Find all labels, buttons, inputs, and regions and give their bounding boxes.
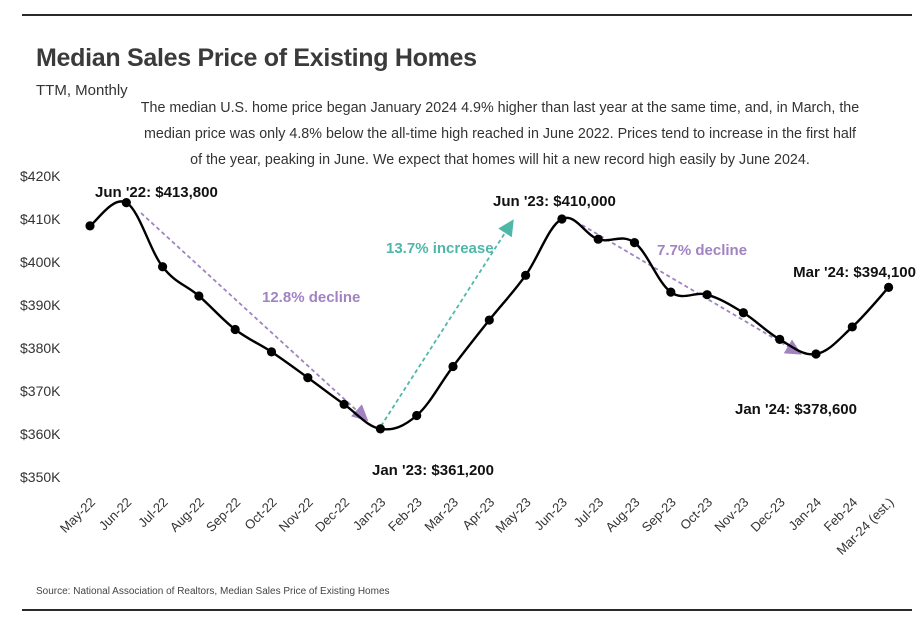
- x-tick-label: May-22: [57, 495, 98, 536]
- data-point: [557, 214, 567, 224]
- x-tick-label: Oct-23: [677, 495, 715, 533]
- data-point: [375, 424, 385, 434]
- x-tick-label: Sep-23: [639, 495, 679, 535]
- data-point: [339, 399, 349, 409]
- chart-title: Median Sales Price of Existing Homes: [36, 44, 477, 72]
- data-point: [593, 234, 603, 244]
- source-note: Source: National Association of Realtors…: [36, 586, 390, 597]
- data-point: [158, 262, 168, 272]
- chart-subtitle: TTM, Monthly: [36, 82, 128, 99]
- trend-label: 13.7% increase: [386, 240, 494, 257]
- data-point: [121, 198, 131, 208]
- x-tick-label: Nov-22: [276, 495, 316, 535]
- data-point: [629, 238, 640, 248]
- data-point: [738, 308, 749, 318]
- data-point: [230, 324, 240, 335]
- x-tick-label: Jul-22: [135, 495, 171, 531]
- x-tick-label: Feb-23: [385, 495, 425, 535]
- data-point: [884, 282, 894, 292]
- top-rule: [22, 14, 912, 16]
- data-point: [666, 287, 676, 297]
- trend-arrow-decline: [140, 212, 369, 422]
- x-tick-label: Dec-22: [312, 495, 352, 535]
- point-annotation: Jan '23: $361,200: [372, 462, 494, 479]
- y-tick-label: $370K: [20, 383, 61, 399]
- x-tick-label: Aug-23: [602, 495, 642, 535]
- x-tick-label: Mar-23: [421, 495, 461, 535]
- x-tick-label: Jul-23: [571, 495, 607, 531]
- point-annotation: Jun '22: $413,800: [95, 184, 218, 201]
- data-point: [702, 290, 712, 300]
- y-axis: $350K $360K $370K $380K $390K $400K $410K $420K: [20, 168, 61, 485]
- chart-description: The median U.S. home price began January…: [140, 100, 860, 168]
- trend-label: 12.8% decline: [262, 289, 360, 306]
- trend-arrows: 12.8% decline 13.7% increase 7.7% decline: [140, 212, 802, 427]
- y-tick-label: $390K: [20, 297, 61, 313]
- x-tick-label: Apr-23: [459, 495, 497, 533]
- data-point: [448, 361, 458, 372]
- x-tick-label: Nov-23: [711, 495, 751, 535]
- data-point: [194, 291, 204, 301]
- bottom-rule: [22, 609, 912, 611]
- data-point: [266, 347, 277, 357]
- point-annotations: Jun '22: $413,800 Jan '23: $361,200 Jun '2…: [95, 184, 916, 479]
- y-tick-label: $410K: [20, 211, 61, 227]
- data-point: [85, 221, 95, 231]
- x-tick-label: Jan-24: [785, 495, 824, 534]
- y-tick-label: $350K: [20, 469, 61, 485]
- data-point: [412, 410, 422, 421]
- data-point: [484, 315, 494, 325]
- point-annotation: Jun '23: $410,000: [493, 193, 616, 210]
- series-line: [89, 200, 890, 431]
- point-annotation: Jan '24: $378,600: [735, 401, 857, 418]
- point-annotation: Mar '24: $394,100: [793, 264, 916, 281]
- x-tick-label: Jan-23: [350, 495, 389, 534]
- data-point: [847, 322, 857, 332]
- y-tick-label: $400K: [20, 254, 61, 270]
- trend-arrow-increase: [380, 219, 514, 427]
- x-tick-label: Oct-22: [241, 495, 279, 533]
- x-tick-label: Aug-22: [167, 495, 207, 535]
- trend-label: 7.7% decline: [657, 242, 747, 259]
- y-tick-label: $380K: [20, 340, 61, 356]
- x-tick-label: Jun-23: [531, 495, 570, 534]
- data-point: [521, 270, 531, 280]
- x-tick-label: Jun-22: [96, 495, 135, 534]
- y-tick-label: $360K: [20, 426, 61, 442]
- x-tick-label: Sep-22: [203, 495, 243, 535]
- x-tick-label: Dec-23: [748, 495, 788, 535]
- data-points: [85, 198, 894, 434]
- data-point: [303, 373, 313, 383]
- x-tick-label: May-23: [492, 495, 533, 536]
- data-point: [811, 349, 821, 359]
- data-point: [775, 334, 785, 344]
- y-tick-label: $420K: [20, 168, 61, 184]
